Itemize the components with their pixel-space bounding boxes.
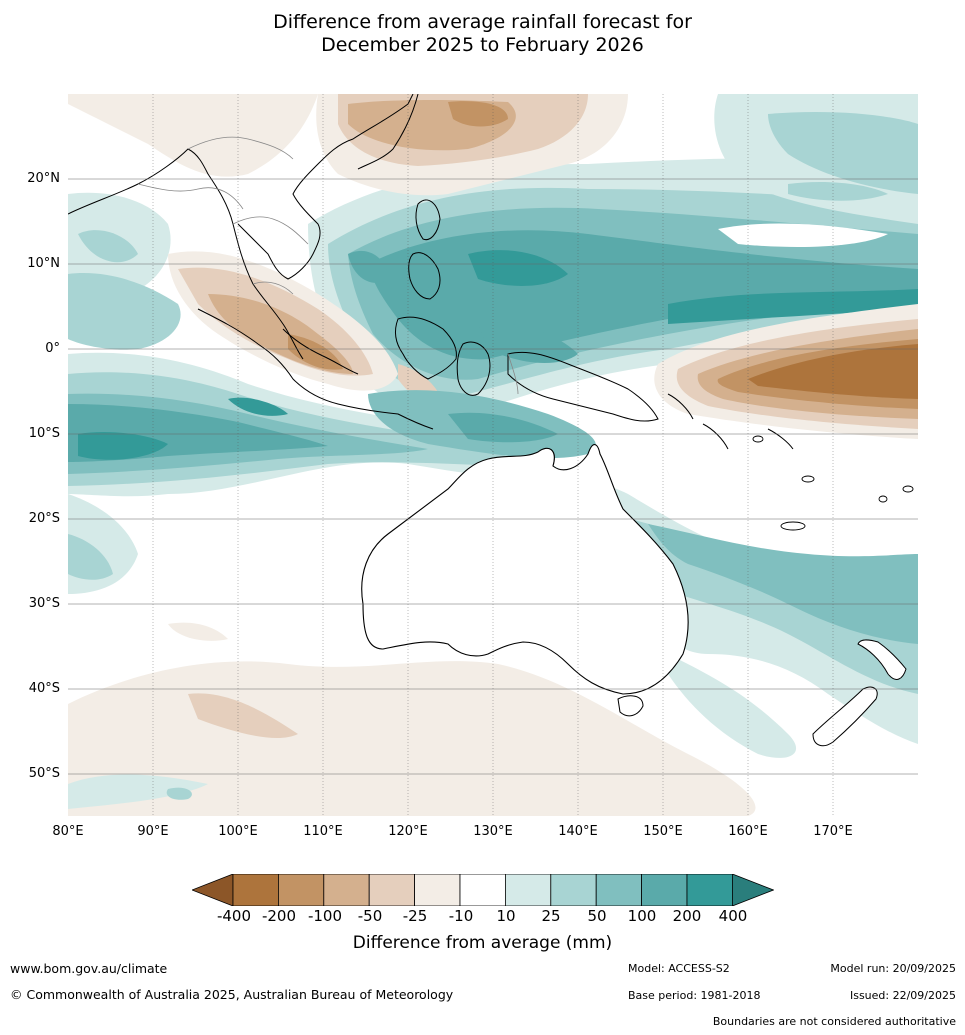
colorbar-segment <box>641 874 688 906</box>
issued-date: Issued: 22/09/2025 <box>849 989 956 1002</box>
model-run-date: Model run: 20/09/2025 <box>830 962 956 975</box>
cb-tick-label: 100 <box>627 907 657 925</box>
dry-anomaly-central-pacific <box>654 304 918 439</box>
colorbar-segment <box>368 874 415 906</box>
colorbar-segment <box>550 874 597 906</box>
colorbar-extend-high <box>732 874 774 906</box>
lon-label-160e: 160°E <box>728 824 768 839</box>
cb-tick-label: -400 <box>216 907 252 925</box>
cb-tick-label: 25 <box>541 907 561 925</box>
mixed-anomaly-north-pacific <box>714 94 918 247</box>
cb-tick-label: -200 <box>261 907 297 925</box>
colorbar-segment <box>459 874 506 906</box>
cb-tick-label: 50 <box>587 907 607 925</box>
lon-label-100e: 100°E <box>218 824 258 839</box>
cb-tick-label: 400 <box>718 907 748 925</box>
lat-label-10s: 10°S <box>28 426 60 441</box>
cb-tick-label: -100 <box>307 907 343 925</box>
graticule <box>152 94 834 816</box>
lon-label-90e: 90°E <box>137 824 169 839</box>
dry-anomaly-maritime-continent <box>168 251 443 405</box>
lat-label-20s: 20°S <box>28 511 60 526</box>
lon-label-170e: 170°E <box>813 824 853 839</box>
colorbar-extend-low <box>192 874 234 906</box>
cb-tick-label: -25 <box>402 907 428 925</box>
dry-anomaly-south <box>68 622 756 816</box>
colorbar-segment <box>686 874 733 906</box>
australia-landmass <box>361 444 689 717</box>
colorbar-segment <box>504 874 552 906</box>
lon-label-140e: 140°E <box>558 824 598 839</box>
colorbar-segment <box>278 874 325 906</box>
base-period: Base period: 1981-2018 <box>628 989 761 1002</box>
wet-anomaly-north-australia <box>368 323 596 459</box>
lon-label-110e: 110°E <box>303 824 343 839</box>
lon-label-80e: 80°E <box>52 824 84 839</box>
cb-tick-label: 200 <box>672 907 702 925</box>
disclaimer-text: Boundaries are not considered authoritat… <box>712 1015 956 1028</box>
map-title-line-1: Difference from average rainfall forecas… <box>273 11 692 33</box>
new-zealand <box>812 639 907 747</box>
lat-label-0: 0° <box>45 341 60 356</box>
lon-label-150e: 150°E <box>643 824 683 839</box>
lat-label-10n: 10°N <box>27 256 60 271</box>
rainfall-map <box>68 94 918 816</box>
lat-label-30s: 30°S <box>28 596 60 611</box>
pacific-islands <box>752 435 914 531</box>
lon-label-120e: 120°E <box>388 824 428 839</box>
lon-label-130e: 130°E <box>473 824 513 839</box>
colorbar <box>192 874 774 906</box>
colorbar-segment <box>323 874 370 906</box>
model-name: Model: ACCESS-S2 <box>628 962 730 975</box>
lat-label-40s: 40°S <box>28 681 60 696</box>
colorbar-segment <box>232 874 279 906</box>
copyright-text: © Commonwealth of Australia 2025, Austra… <box>10 987 454 1002</box>
website-link[interactable]: www.bom.gov.au/climate <box>10 961 168 976</box>
cb-tick-label: -50 <box>357 907 383 925</box>
map-title-line-2: December 2025 to February 2026 <box>321 34 644 56</box>
country-borders <box>137 136 519 395</box>
colorbar-title: Difference from average (mm) <box>352 933 613 953</box>
wet-anomaly-west <box>68 192 181 594</box>
colorbar-segment <box>414 874 461 906</box>
lat-label-50s: 50°S <box>28 766 60 781</box>
colorbar-segment <box>595 874 643 906</box>
graticule-lat <box>68 178 918 775</box>
lat-label-20n: 20°N <box>27 171 60 186</box>
dry-anomaly-east-asia <box>68 94 628 196</box>
cb-tick-label: -10 <box>448 907 474 925</box>
cb-tick-label: 10 <box>496 907 516 925</box>
